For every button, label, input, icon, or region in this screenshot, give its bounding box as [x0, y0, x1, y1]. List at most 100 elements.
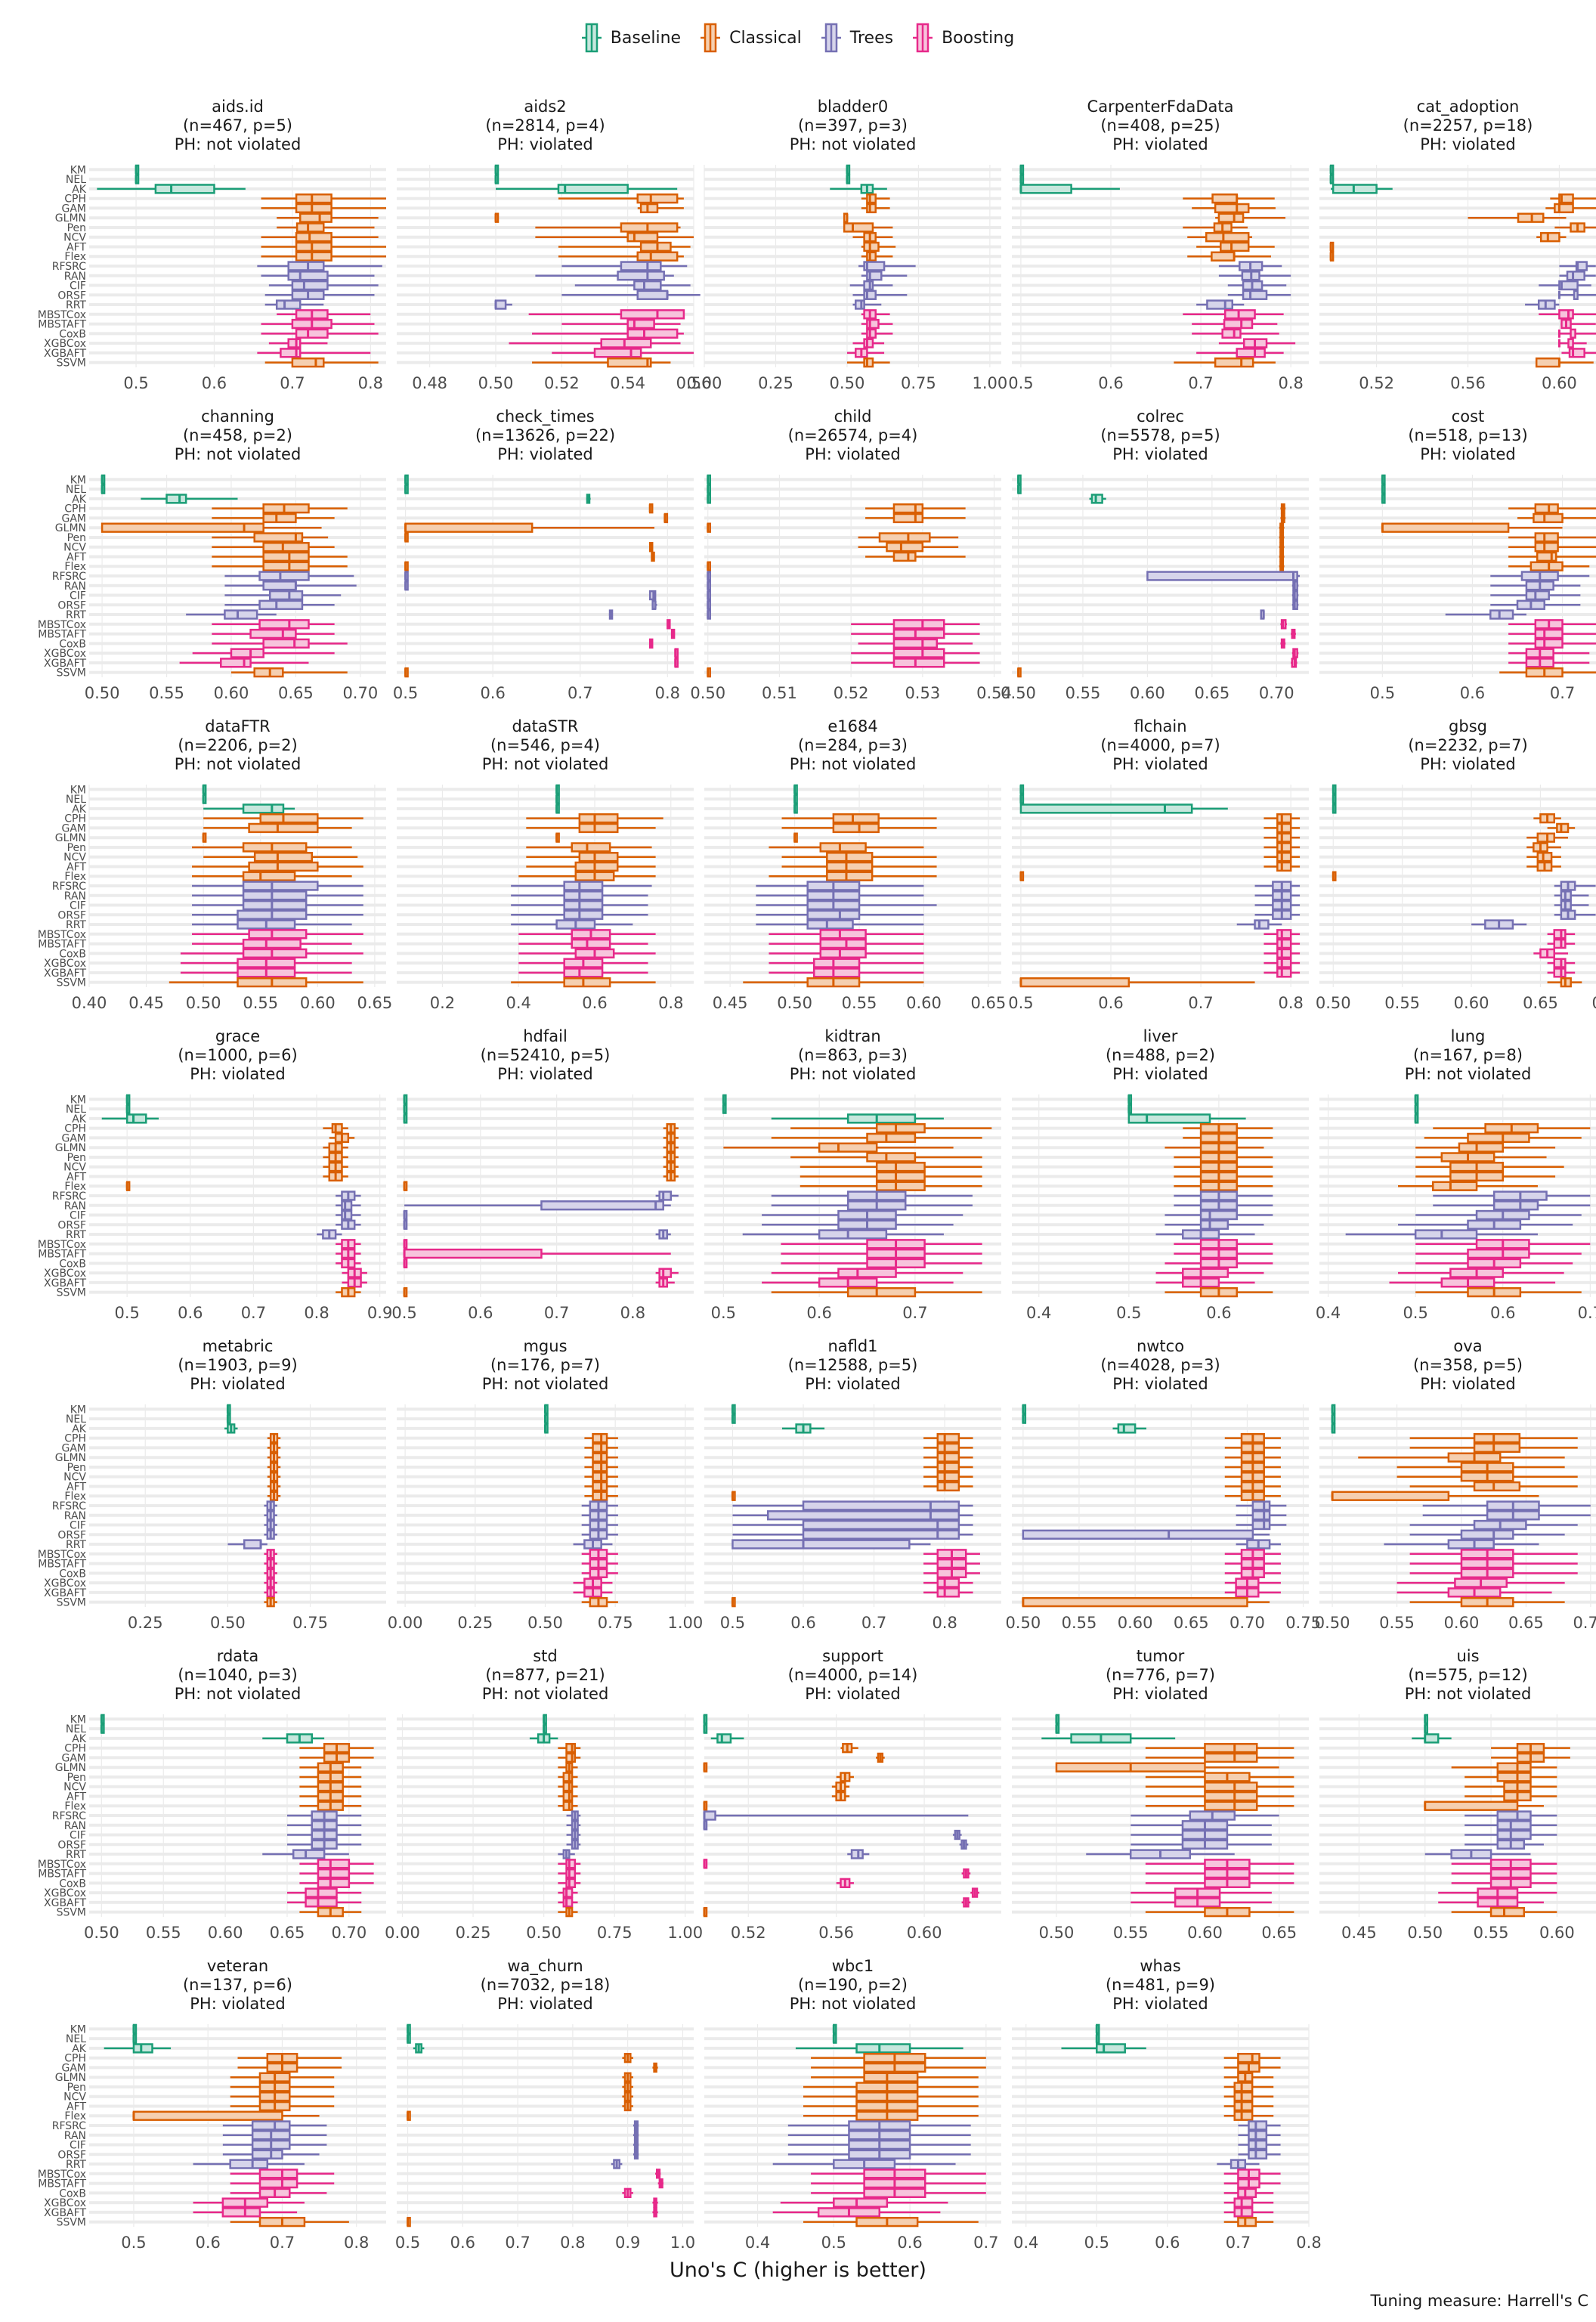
- y-tick-label: CoxB: [59, 2187, 86, 2200]
- panel-title-line: PH: violated: [497, 1995, 593, 2013]
- x-tick-label: 0.65: [270, 1924, 305, 1942]
- box-NCV: [1205, 232, 1250, 243]
- y-tick-label: Pen: [67, 222, 86, 234]
- y-tick-label: Flex: [64, 1491, 86, 1503]
- panel-title-line: veteran: [207, 1957, 268, 1975]
- panel-title-line: PH: violated: [805, 1685, 901, 1703]
- legend-item-classical[interactable]: Classical: [701, 23, 802, 53]
- box-GLMN: [1496, 1762, 1532, 1772]
- legend-item-boosting[interactable]: Boosting: [913, 23, 1014, 53]
- box-GLMN: [1217, 212, 1245, 223]
- box-ORSF: [1022, 1529, 1254, 1540]
- box-CIF: [1525, 590, 1550, 601]
- box-ORSF: [636, 289, 669, 300]
- x-tick-label: 0.65: [1261, 1924, 1297, 1942]
- y-tick-label: AK: [72, 1113, 87, 1125]
- box-XGBAFT: [1568, 348, 1585, 358]
- x-tick-label: 0.6: [582, 994, 607, 1012]
- panel-title-line: PH: violated: [1112, 135, 1208, 153]
- y-tick-label: ORSF: [57, 909, 86, 921]
- box-XGBCox: [1553, 958, 1567, 968]
- panel-tumor: tumor(n=776, p=7)PH: violated 0.50 0.55 0.6…: [1012, 1647, 1309, 1942]
- box-MBSTCox: [258, 2169, 298, 2179]
- box-ORSF: [806, 909, 861, 920]
- y-tick-label: RRT: [66, 1539, 86, 1551]
- y-tick-label: NEL: [66, 174, 86, 186]
- box-GLMN: [818, 1142, 878, 1153]
- panel-title-line: (n=877, p=21): [485, 1666, 605, 1684]
- y-tick-label: AK: [72, 494, 87, 506]
- x-tick-label: 0.50: [777, 994, 812, 1012]
- panel-title-line: PH: violated: [805, 445, 901, 463]
- panel-channing: channing(n=458, p=2)PH: not violated 0.50…: [38, 407, 386, 702]
- x-tick-label: 0.6: [1460, 684, 1485, 702]
- box-SSVM: [291, 357, 325, 368]
- panel-title-line: (n=190, p=2): [798, 1976, 908, 1994]
- panel-title-line: PH: violated: [1420, 1375, 1516, 1393]
- box-Flex: [826, 871, 874, 881]
- panel-title-line: (n=358, p=5): [1413, 1356, 1523, 1374]
- box-MBSTAFT: [403, 1248, 543, 1259]
- legend-item-baseline[interactable]: Baseline: [581, 23, 682, 53]
- y-tick-label: MBSTAFT: [38, 1249, 86, 1261]
- panel-title-line: kidtran: [824, 1027, 880, 1045]
- box-CPH: [875, 1122, 926, 1134]
- panel-title-line: grace: [215, 1027, 260, 1045]
- box-Pen: [253, 532, 304, 543]
- x-tick-label: 0.6: [480, 684, 505, 702]
- box-GAM: [1276, 822, 1292, 834]
- y-tick-label: RAN: [64, 890, 86, 902]
- y-tick-label: AFT: [66, 1171, 86, 1183]
- box-RRT: [818, 1229, 888, 1240]
- box-NCV: [875, 1162, 926, 1172]
- x-tick-label: 0.6: [1490, 1304, 1515, 1322]
- box-MBSTAFT: [866, 318, 880, 330]
- box-RRT: [229, 2159, 269, 2169]
- box-ORSF: [863, 289, 877, 300]
- y-tick-label: CoxB: [59, 948, 86, 960]
- box-CIF: [1248, 2139, 1268, 2150]
- x-tick-label: 0.65: [1194, 684, 1229, 702]
- x-tick-label: 0.7: [505, 2234, 530, 2252]
- panel-title-line: PH: violated: [1112, 1065, 1208, 1083]
- box-SSVM: [253, 667, 284, 678]
- box-RRT: [494, 299, 507, 310]
- y-tick-label: MBSTAFT: [38, 2178, 86, 2190]
- box-Pen: [819, 842, 867, 853]
- box-GAM: [1556, 822, 1570, 834]
- box-CIF: [268, 590, 304, 601]
- panel-title-line: (n=488, p=2): [1106, 1046, 1215, 1064]
- box-CPH: [1276, 813, 1292, 824]
- x-tick-label: 0.70: [1259, 684, 1294, 702]
- box-Flex: [132, 2110, 283, 2121]
- box-SSVM: [863, 357, 874, 368]
- x-tick-label: 0.5: [114, 1304, 139, 1322]
- panel-title-line: PH: violated: [1112, 1995, 1208, 2013]
- box-SSVM: [1022, 1596, 1248, 1608]
- box-NCV: [1204, 1782, 1258, 1792]
- panel-title-line: (n=408, p=25): [1100, 116, 1220, 135]
- x-tick-label: 0.54: [610, 374, 645, 392]
- box-MBSTAFT: [317, 1868, 351, 1879]
- panel-title-line: PH: violated: [190, 1375, 286, 1393]
- x-tick-label: 0.8: [932, 1614, 957, 1632]
- y-tick-label: SSVM: [57, 667, 86, 680]
- box-RAN: [766, 1510, 960, 1521]
- y-tick-label: SSVM: [57, 977, 86, 989]
- box-CPH: [1558, 193, 1574, 204]
- box-NCV: [1534, 542, 1559, 553]
- y-tick-label: CIF: [70, 590, 86, 602]
- panel-aids2: aids2(n=2814, p=4)PH: violated 0.48 0.50 0.…: [397, 98, 711, 392]
- box-Flex: [592, 1491, 608, 1501]
- box-MBSTAFT: [892, 628, 945, 639]
- panel-title-line: PH: not violated: [1405, 1685, 1532, 1703]
- box-RRT: [1489, 609, 1514, 620]
- box-RFSRC: [1248, 2120, 1268, 2131]
- box-RAN: [1566, 271, 1585, 281]
- x-tick-label: 0.7: [1578, 1304, 1596, 1322]
- y-tick-label: CoxB: [59, 1878, 86, 1890]
- legend-item-trees[interactable]: Trees: [821, 23, 893, 53]
- box-NCV: [578, 852, 619, 862]
- y-tick-label: GAM: [61, 203, 86, 215]
- legend-label-baseline: Baseline: [610, 28, 682, 48]
